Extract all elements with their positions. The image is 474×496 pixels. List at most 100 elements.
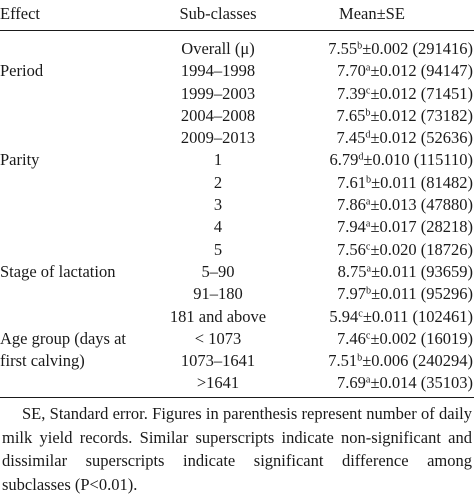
table-row: 91–180 7.97b±0.011 (95296) bbox=[0, 283, 474, 305]
significance-superscript: c bbox=[365, 241, 371, 253]
table-row: 2009–2013 7.45d±0.012 (52636) bbox=[0, 127, 474, 149]
se-and-count: ±0.002 (16019) bbox=[370, 328, 473, 348]
se-and-count: ±0.011 (81482) bbox=[371, 172, 473, 192]
subclass-cell: 1 bbox=[213, 150, 223, 170]
significance-superscript: d bbox=[358, 151, 364, 163]
se-and-count: ±0.006 (240294) bbox=[362, 351, 473, 371]
se-and-count: ±0.017 (28218) bbox=[370, 217, 473, 237]
header-effect: Effect bbox=[0, 4, 41, 23]
mean-se-cell: 6.79d±0.010 (115110) bbox=[329, 149, 473, 171]
subclass-cell: 2004–2008 bbox=[180, 105, 256, 125]
effect-cell: Parity bbox=[0, 150, 40, 170]
significance-superscript: c bbox=[365, 330, 371, 342]
header-subclasses: Sub-classes bbox=[179, 4, 257, 23]
mean-se-cell: 7.51b±0.006 (240294) bbox=[328, 350, 473, 372]
effect-cell: Period bbox=[0, 61, 44, 81]
mean-value: 6.79 bbox=[329, 150, 359, 170]
mean-value: 7.94 bbox=[337, 217, 366, 237]
mean-value: 7.55 bbox=[328, 39, 358, 58]
mean-value: 5.94 bbox=[329, 306, 359, 326]
subclass-cell: 3 bbox=[213, 195, 223, 215]
table-row: 3 7.86a±0.013 (47880) bbox=[0, 194, 474, 216]
mean-se-cell: 7.46c±0.002 (16019) bbox=[337, 328, 473, 350]
mean-value: 8.75 bbox=[337, 261, 367, 281]
mean-se-cell: 7.45d±0.012 (52636) bbox=[336, 127, 473, 149]
mean-value: 7.61 bbox=[337, 172, 366, 192]
se-and-count: ±0.014 (35103) bbox=[370, 373, 473, 393]
table-row: Stage of lactation 5–90 8.75a±0.011 (93659… bbox=[0, 261, 474, 283]
table-bottom-rule-header bbox=[0, 30, 474, 32]
subclass-cell: 5 bbox=[213, 239, 223, 259]
mean-se-cell: 7.55b±0.002 (291416) bbox=[328, 38, 473, 60]
significance-superscript: a bbox=[365, 196, 371, 208]
mean-value: 7.56 bbox=[337, 239, 366, 259]
mean-se-cell: 7.94a±0.017 (28218) bbox=[337, 216, 473, 238]
effect-cell: first calving) bbox=[0, 351, 85, 371]
se-and-count: ±0.010 (115110) bbox=[363, 150, 473, 170]
mean-se-cell: 7.61b±0.011 (81482) bbox=[337, 172, 473, 194]
mean-se-cell: 7.70a±0.012 (94147) bbox=[337, 60, 473, 82]
table-row: Period 1994–1998 7.70a±0.012 (94147) bbox=[0, 60, 474, 82]
significance-superscript: a bbox=[365, 218, 371, 230]
header-mean-se: Mean±SE bbox=[339, 4, 405, 23]
mean-value: 7.86 bbox=[337, 195, 366, 215]
mean-value: 7.69 bbox=[337, 373, 366, 393]
subclass-cell: 91–180 bbox=[193, 284, 243, 304]
table-row: 4 7.94a±0.017 (28218) bbox=[0, 216, 474, 238]
significance-superscript: b bbox=[365, 174, 372, 186]
mean-se-cell: 7.69a±0.014 (35103) bbox=[337, 372, 473, 394]
mean-se-cell: 7.39c±0.012 (71451) bbox=[337, 83, 473, 105]
se-and-count: ±0.011 (93659) bbox=[371, 261, 473, 281]
se-and-count: ±0.012 (94147) bbox=[370, 61, 473, 81]
significance-superscript: a bbox=[365, 62, 371, 74]
subclass-cell: < 1073 bbox=[194, 328, 242, 348]
table-row: Age group (days at < 1073 7.46c±0.002 (160… bbox=[0, 328, 474, 350]
significance-superscript: b bbox=[365, 285, 372, 297]
effect-cell: Age group (days at bbox=[0, 328, 127, 348]
table-footnote: SE, Standard error. Figures in parenthes… bbox=[2, 404, 472, 494]
mean-se-cell: 7.86a±0.013 (47880) bbox=[337, 194, 473, 216]
subclass-cell: 2009–2013 bbox=[180, 128, 256, 148]
table-row: >1641 7.69a±0.014 (35103) bbox=[0, 372, 474, 394]
table-end-rule bbox=[0, 397, 474, 399]
significance-superscript: b bbox=[365, 107, 371, 119]
mean-value: 7.39 bbox=[337, 83, 366, 103]
se-and-count: ±0.011 (102461) bbox=[362, 306, 473, 326]
table-row: first calving) 1073–1641 7.51b±0.006 (2402… bbox=[0, 350, 474, 372]
significance-superscript: c bbox=[358, 307, 363, 319]
mean-value: 7.45 bbox=[336, 128, 366, 148]
significance-superscript: a bbox=[365, 374, 371, 386]
subclass-cell: 1073–1641 bbox=[180, 351, 256, 371]
mean-value: 7.70 bbox=[337, 61, 366, 81]
subclass-cell: 1999–2003 bbox=[180, 83, 256, 103]
table-row: 181 and above 5.94c±0.011 (102461) bbox=[0, 306, 474, 328]
subclass-cell: 1994–1998 bbox=[180, 61, 256, 81]
mean-se-cell: 5.94c±0.011 (102461) bbox=[329, 306, 473, 328]
mean-se-cell: 7.56c±0.020 (18726) bbox=[337, 239, 473, 261]
mean-se-cell: 7.97b±0.011 (95296) bbox=[337, 283, 473, 305]
subclass-cell: 4 bbox=[213, 217, 223, 237]
effect-cell: Stage of lactation bbox=[0, 261, 116, 281]
se-and-count: ±0.012 (71451) bbox=[370, 83, 473, 103]
subclass-cell: 5–90 bbox=[201, 261, 235, 281]
se-and-count: ±0.012 (73182) bbox=[370, 105, 473, 125]
se-and-count: ±0.012 (52636) bbox=[370, 128, 473, 148]
significance-superscript: d bbox=[365, 129, 371, 141]
se-and-count: ±0.020 (18726) bbox=[370, 239, 473, 259]
mean-value: 7.65 bbox=[336, 105, 366, 125]
se-and-count: ±0.011 (95296) bbox=[371, 284, 473, 304]
table-row: Parity 1 6.79d±0.010 (115110) bbox=[0, 149, 474, 171]
significance-superscript: b bbox=[357, 40, 363, 52]
mean-se-cell: 8.75a±0.011 (93659) bbox=[338, 261, 473, 283]
mean-se-cell: 7.65b±0.012 (73182) bbox=[336, 105, 473, 127]
mean-value: 7.46 bbox=[337, 328, 366, 348]
table-row: 1999–2003 7.39c±0.012 (71451) bbox=[0, 83, 474, 105]
subclass-cell: 2 bbox=[213, 172, 223, 192]
subclass-cell: Overall (μ) bbox=[181, 39, 255, 58]
table-row: 5 7.56c±0.020 (18726) bbox=[0, 239, 474, 261]
se-and-count: ±0.002 (291416) bbox=[362, 39, 473, 58]
significance-superscript: c bbox=[365, 84, 371, 96]
significance-superscript: b bbox=[357, 352, 363, 364]
subclass-cell: >1641 bbox=[196, 373, 240, 393]
mean-value: 7.97 bbox=[337, 284, 366, 304]
